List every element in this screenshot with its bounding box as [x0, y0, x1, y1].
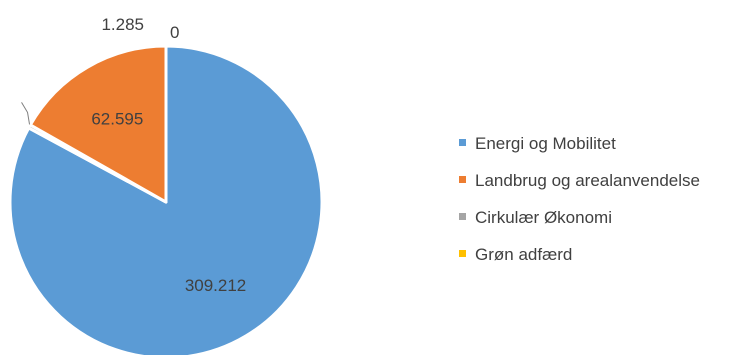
legend-swatch-energi-og-mobilitet [459, 139, 466, 146]
legend-item-gron-adfaerd: Grøn adfærd [459, 245, 572, 264]
legend-swatch-gron-adfaerd [459, 250, 466, 257]
data-label-landbrug-og-arealanvendelse: 62.595 [91, 109, 143, 128]
legend-item-landbrug-og-arealanvendelse: Landbrug og arealanvendelse [459, 171, 700, 190]
legend-swatch-landbrug-og-arealanvendelse [459, 176, 466, 183]
legend-label-landbrug-og-arealanvendelse: Landbrug og arealanvendelse [475, 171, 700, 190]
data-label-gron-adfaerd: 0 [170, 23, 179, 42]
leader-lines [21, 102, 31, 125]
legend-item-cirkulaer-okonomi: Cirkulær Økonomi [459, 208, 612, 227]
data-labels: 309.212 62.595 0 1.285 [91, 15, 246, 295]
legend-swatch-cirkulaer-okonomi [459, 213, 466, 220]
legend-label-gron-adfaerd: Grøn adfærd [475, 245, 572, 264]
data-label-energi-og-mobilitet: 309.212 [185, 276, 246, 295]
pie-slice-landbrug-og-arealanvendelse [28, 44, 168, 204]
leader-line-cirkulaer-okonomi [21, 102, 31, 125]
legend: Energi og Mobilitet Landbrug og arealanve… [459, 134, 700, 264]
data-label-cirkulaer-okonomi: 1.285 [101, 15, 144, 34]
legend-item-energi-og-mobilitet: Energi og Mobilitet [459, 134, 616, 153]
pie-slices [8, 44, 324, 360]
legend-label-energi-og-mobilitet: Energi og Mobilitet [475, 134, 616, 153]
legend-label-cirkulaer-okonomi: Cirkulær Økonomi [475, 208, 612, 227]
